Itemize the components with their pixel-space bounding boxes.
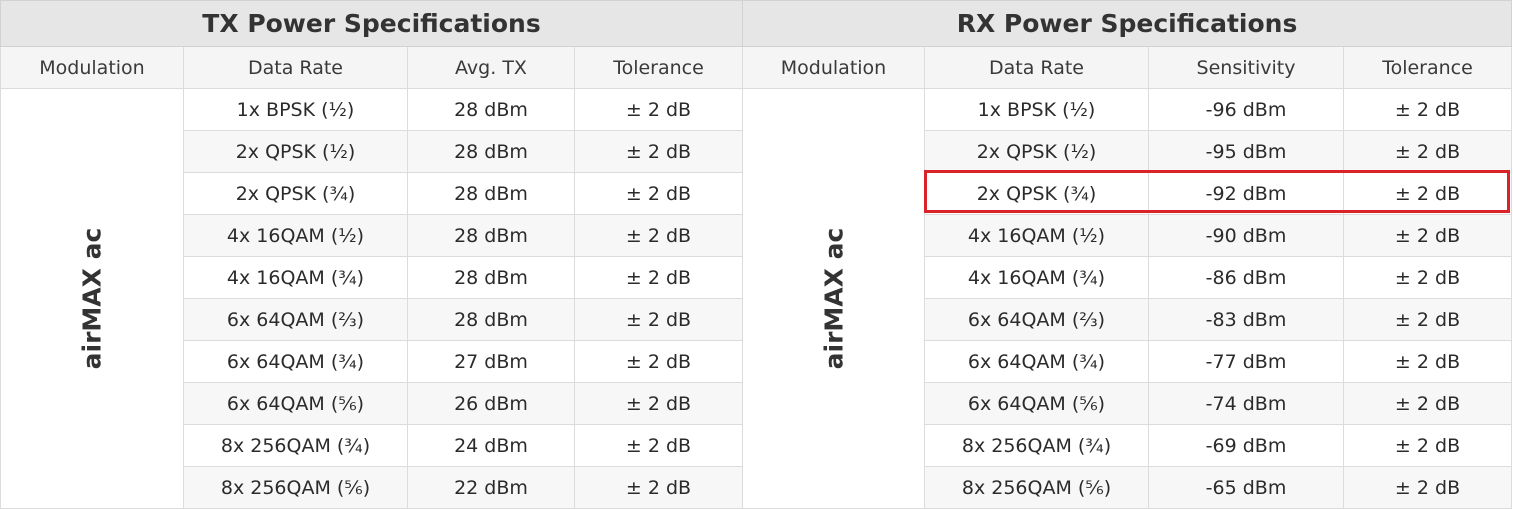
tx-tolerance-cell: ± 2 dB — [573, 298, 744, 341]
rx-tolerance-cell: ± 2 dB — [1342, 382, 1513, 425]
rx-table-row: 2x QPSK (½) -95 dBm ± 2 dB — [743, 130, 1513, 173]
rx-table-title: RX Power Specifications — [741, 0, 1513, 47]
tx-table-row: 2x QPSK (¾) 28 dBm ± 2 dB — [1, 172, 744, 215]
tx-table-body: airMAX ac 1x BPSK (½) 28 dBm ± 2 dB 2x QPSK … — [0, 88, 744, 509]
rx-col-sensitivity: Sensitivity — [1148, 46, 1344, 89]
tx-data-rate-cell: 2x QPSK (½) — [183, 130, 408, 173]
tx-avg-tx-cell: 26 dBm — [407, 382, 575, 425]
tx-col-data-rate: Data Rate — [183, 46, 408, 89]
rx-table-row: 8x 256QAM (⅚) -65 dBm ± 2 dB — [743, 466, 1513, 509]
rx-data-rate-cell: 6x 64QAM (¾) — [924, 340, 1149, 383]
tx-data-rate-cell: 8x 256QAM (¾) — [183, 424, 408, 467]
tx-table-row: 6x 64QAM (⅔) 28 dBm ± 2 dB — [1, 298, 744, 341]
tx-tolerance-cell: ± 2 dB — [573, 88, 744, 131]
rx-data-rate-cell: 2x QPSK (½) — [924, 130, 1149, 173]
tx-data-rate-cell: 6x 64QAM (⅔) — [183, 298, 408, 341]
rx-sensitivity-cell: -90 dBm — [1148, 214, 1344, 257]
rx-table-row: airMAX ac 1x BPSK (½) -96 dBm ± 2 dB — [742, 88, 1513, 509]
rx-sensitivity-cell: -65 dBm — [1148, 466, 1344, 509]
tx-data-rate-cell: 4x 16QAM (¾) — [183, 256, 408, 299]
tx-table-row: 6x 64QAM (¾) 27 dBm ± 2 dB — [1, 340, 744, 383]
rx-data-rate-cell: 6x 64QAM (⅚) — [924, 382, 1149, 425]
tx-col-tolerance: Tolerance — [573, 46, 744, 89]
rx-col-tolerance: Tolerance — [1342, 46, 1513, 89]
rx-tolerance-cell: ± 2 dB — [1342, 172, 1513, 215]
tx-avg-tx-cell: 28 dBm — [407, 298, 575, 341]
rx-data-rate-cell: 2x QPSK (¾) — [924, 172, 1149, 215]
rx-tolerance-cell: ± 2 dB — [1342, 88, 1513, 131]
tx-avg-tx-cell: 28 dBm — [407, 172, 575, 215]
tx-table-row: 2x QPSK (½) 28 dBm ± 2 dB — [1, 130, 744, 173]
rx-data-rate-cell: 6x 64QAM (⅔) — [924, 298, 1149, 341]
tx-tolerance-cell: ± 2 dB — [573, 382, 744, 425]
tx-avg-tx-cell: 28 dBm — [407, 256, 575, 299]
tx-table-row: 4x 16QAM (¾) 28 dBm ± 2 dB — [1, 256, 744, 299]
tx-data-rate-cell: 6x 64QAM (¾) — [183, 340, 408, 383]
tx-table-row: airMAX ac 1x BPSK (½) 28 dBm ± 2 dB — [0, 88, 744, 509]
tx-table-row: 4x 16QAM (½) 28 dBm ± 2 dB — [1, 214, 744, 257]
rx-tolerance-cell: ± 2 dB — [1342, 298, 1513, 341]
rx-col-modulation: Modulation — [742, 46, 925, 89]
tx-modulation-group-label: airMAX ac — [77, 227, 107, 370]
rx-tolerance-cell: ± 2 dB — [1342, 340, 1513, 383]
tx-tolerance-cell: ± 2 dB — [573, 214, 744, 257]
tx-data-rate-cell: 4x 16QAM (½) — [183, 214, 408, 257]
rx-data-rate-cell: 8x 256QAM (⅚) — [924, 466, 1149, 509]
rx-sensitivity-cell: -69 dBm — [1148, 424, 1344, 467]
rx-data-rate-cell: 4x 16QAM (½) — [924, 214, 1149, 257]
rx-table-row: 6x 64QAM (¾) -77 dBm ± 2 dB — [743, 340, 1513, 383]
rx-table-row: 2x QPSK (¾) -92 dBm ± 2 dB — [743, 172, 1513, 215]
tx-avg-tx-cell: 28 dBm — [407, 130, 575, 173]
rx-modulation-group-cell: airMAX ac — [742, 88, 925, 509]
rx-sensitivity-cell: -77 dBm — [1148, 340, 1344, 383]
rx-sensitivity-cell: -83 dBm — [1148, 298, 1344, 341]
tx-avg-tx-cell: 22 dBm — [407, 466, 575, 509]
tx-tolerance-cell: ± 2 dB — [573, 130, 744, 173]
tx-tolerance-cell: ± 2 dB — [573, 172, 744, 215]
rx-tolerance-cell: ± 2 dB — [1342, 256, 1513, 299]
tx-avg-tx-cell: 28 dBm — [407, 214, 575, 257]
tx-table-row: 6x 64QAM (⅚) 26 dBm ± 2 dB — [1, 382, 744, 425]
rx-table-row: 6x 64QAM (⅚) -74 dBm ± 2 dB — [743, 382, 1513, 425]
rx-tolerance-cell: ± 2 dB — [1342, 466, 1513, 509]
tx-data-rate-cell: 6x 64QAM (⅚) — [183, 382, 408, 425]
tx-avg-tx-cell: 27 dBm — [407, 340, 575, 383]
tx-table-row: 8x 256QAM (¾) 24 dBm ± 2 dB — [1, 424, 744, 467]
rx-tolerance-cell: ± 2 dB — [1342, 214, 1513, 257]
rx-table-body: airMAX ac 1x BPSK (½) -96 dBm ± 2 dB 2x QPSK… — [742, 88, 1513, 509]
tx-col-modulation: Modulation — [0, 46, 184, 89]
rx-sensitivity-cell: -95 dBm — [1148, 130, 1344, 173]
tx-modulation-group-cell: airMAX ac — [0, 88, 184, 509]
rx-table-row: 4x 16QAM (½) -90 dBm ± 2 dB — [743, 214, 1513, 257]
rx-sensitivity-cell: -96 dBm — [1148, 88, 1344, 131]
rx-power-table: RX Power Specifications Modulation Data … — [741, 0, 1513, 509]
rx-tolerance-cell: ± 2 dB — [1342, 424, 1513, 467]
tx-tolerance-cell: ± 2 dB — [573, 256, 744, 299]
rx-data-rate-cell: 1x BPSK (½) — [924, 88, 1149, 131]
rx-col-data-rate: Data Rate — [924, 46, 1149, 89]
tx-tolerance-cell: ± 2 dB — [573, 340, 744, 383]
tx-avg-tx-cell: 28 dBm — [407, 88, 575, 131]
tx-data-rate-cell: 2x QPSK (¾) — [183, 172, 408, 215]
rx-data-rate-cell: 4x 16QAM (¾) — [924, 256, 1149, 299]
tx-table-row: 8x 256QAM (⅚) 22 dBm ± 2 dB — [1, 466, 744, 509]
rx-modulation-group-label: airMAX ac — [818, 227, 848, 370]
tx-col-avg-tx: Avg. TX — [407, 46, 575, 89]
tx-data-rate-cell: 1x BPSK (½) — [183, 88, 408, 131]
tx-tolerance-cell: ± 2 dB — [573, 466, 744, 509]
tx-data-rate-cell: 8x 256QAM (⅚) — [183, 466, 408, 509]
tx-table-title: TX Power Specifications — [0, 0, 744, 47]
tx-avg-tx-cell: 24 dBm — [407, 424, 575, 467]
rx-tolerance-cell: ± 2 dB — [1342, 130, 1513, 173]
rx-sensitivity-cell: -74 dBm — [1148, 382, 1344, 425]
tx-power-table: TX Power Specifications Modulation Data … — [0, 0, 744, 509]
rx-data-rate-cell: 8x 256QAM (¾) — [924, 424, 1149, 467]
rx-table-row: 6x 64QAM (⅔) -83 dBm ± 2 dB — [743, 298, 1513, 341]
rx-sensitivity-cell: -92 dBm — [1148, 172, 1344, 215]
rx-sensitivity-cell: -86 dBm — [1148, 256, 1344, 299]
tx-tolerance-cell: ± 2 dB — [573, 424, 744, 467]
